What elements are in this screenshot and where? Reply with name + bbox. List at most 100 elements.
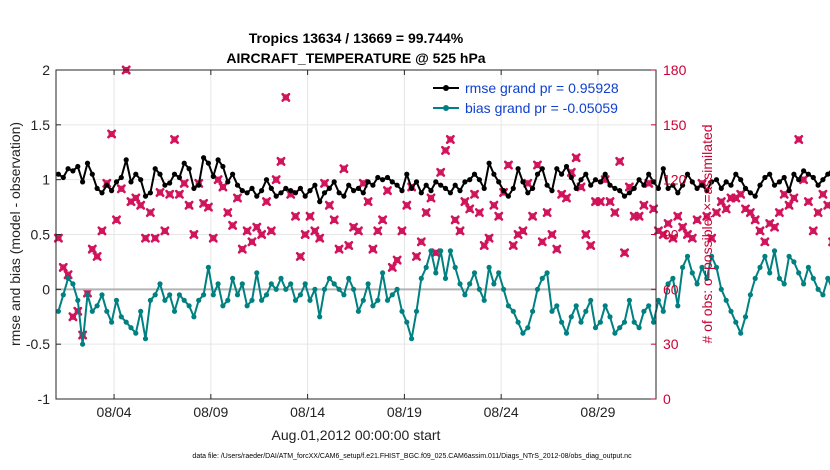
rmse-data-point (757, 182, 763, 188)
obs-possible-marker (248, 238, 256, 245)
bias-data-point (612, 330, 618, 336)
rmse-data-point (462, 179, 468, 185)
obs-possible-marker (200, 200, 207, 207)
rmse-data-point (471, 171, 478, 177)
bias-data-point (65, 275, 71, 281)
bias-data-point (176, 292, 182, 298)
obs-possible-marker (447, 136, 454, 143)
bias-data-point (573, 303, 579, 309)
bias-data-point (220, 303, 226, 309)
rmse-data-point (612, 185, 618, 191)
bias-data-point (781, 281, 787, 287)
bias-data-point (80, 341, 86, 347)
ticks: 08/04 08/09 08/14 08/19 08/24 08/29 2 1.5 1 0.5 0 -… (26, 62, 687, 420)
obs-possible-marker (635, 213, 643, 220)
bias-data-point (302, 281, 308, 287)
bias-data-point (413, 308, 420, 314)
obs-possible-marker (350, 224, 357, 231)
rmse-data-point (583, 171, 589, 177)
obs-possible-marker (756, 227, 764, 234)
bias-data-point (389, 292, 395, 298)
bias-data-point (263, 292, 270, 298)
bias-data-point (771, 248, 778, 254)
bias-data-point (791, 259, 797, 265)
obs-possible-marker (539, 238, 546, 245)
obs-possible-marker (529, 213, 536, 220)
bias-data-point (409, 336, 415, 342)
rmse-data-point (389, 179, 395, 185)
rmse-data-point (191, 185, 197, 191)
obs-possible-marker (689, 235, 696, 242)
obs-possible-marker (587, 242, 594, 249)
bias-data-point (786, 253, 792, 259)
rmse-data-point (138, 177, 144, 183)
rmse-data-point (234, 182, 241, 188)
obs-possible-marker (432, 249, 439, 256)
obs-possible-marker (543, 209, 551, 216)
bias-data-point (467, 281, 473, 287)
bias-data-point (375, 297, 381, 303)
obs-possible-marker (616, 158, 623, 165)
y2-tick-label: 60 (663, 281, 679, 297)
bias-data-point (442, 275, 449, 281)
bias-data-point (254, 270, 260, 276)
rmse-data-point (510, 185, 516, 191)
rmse-data-point (94, 185, 100, 191)
chart-title-line2: AIRCRAFT_TEMPERATURE @ 525 hPa (226, 50, 485, 66)
bias-data-point (660, 308, 666, 314)
bias-data-point (539, 275, 545, 281)
rmse-data-point (786, 188, 792, 194)
rmse-data-point (297, 185, 303, 191)
obs-possible-marker (176, 191, 183, 198)
obs-possible-marker (814, 209, 822, 216)
rmse-data-point (767, 171, 773, 177)
obs-possible-marker (190, 231, 198, 238)
bias-data-point (438, 248, 444, 254)
bias-data-point (796, 270, 802, 276)
obs-possible-marker (132, 194, 139, 202)
rmse-data-point (113, 179, 120, 185)
rmse-data-point (452, 182, 458, 188)
bias-data-point (742, 314, 749, 320)
obs-possible-marker (292, 213, 299, 220)
obs-possible-marker (89, 245, 96, 253)
rmse-data-point (312, 182, 318, 188)
rmse-data-point (718, 185, 724, 191)
rmse-data-point (723, 179, 729, 185)
y2-tick-label: 150 (663, 117, 687, 133)
obs-possible-marker (118, 185, 125, 192)
obs-possible-marker (452, 216, 459, 224)
y2-tick-label: 120 (663, 172, 687, 188)
bias-data-point (312, 286, 318, 292)
rmse-data-point (742, 185, 749, 191)
rmse-data-point (205, 160, 211, 166)
obs-count-markers (53, 65, 830, 340)
bias-data-point (210, 292, 216, 298)
obs-possible-marker (166, 191, 173, 198)
rmse-data-point (805, 171, 812, 177)
rmse-data-point (428, 188, 434, 194)
rmse-data-point (259, 188, 265, 194)
y-tick-label: 0.5 (31, 227, 51, 243)
rmse-data-point (752, 193, 758, 199)
rmse-data-point (404, 171, 410, 177)
bias-data-point (713, 264, 720, 270)
bias-data-point (138, 308, 144, 314)
obs-possible-marker (684, 231, 691, 238)
bias-data-point (355, 308, 361, 314)
rmse-data-point (80, 179, 86, 185)
x-tick-label: 08/24 (484, 404, 519, 420)
rmse-data-point (607, 182, 613, 188)
bias-data-point (346, 275, 352, 281)
bias-data-point (360, 297, 366, 303)
obs-possible-marker (785, 202, 793, 209)
bias-data-point (534, 286, 541, 292)
rmse-data-point (796, 177, 802, 183)
bias-data-point (152, 292, 158, 298)
obs-possible-marker (577, 183, 585, 191)
rmse-data-point (351, 188, 357, 194)
obs-possible-marker (335, 245, 343, 253)
bias-data-point (675, 303, 681, 309)
obs-possible-marker (558, 191, 565, 198)
bias-data-point (805, 264, 812, 270)
